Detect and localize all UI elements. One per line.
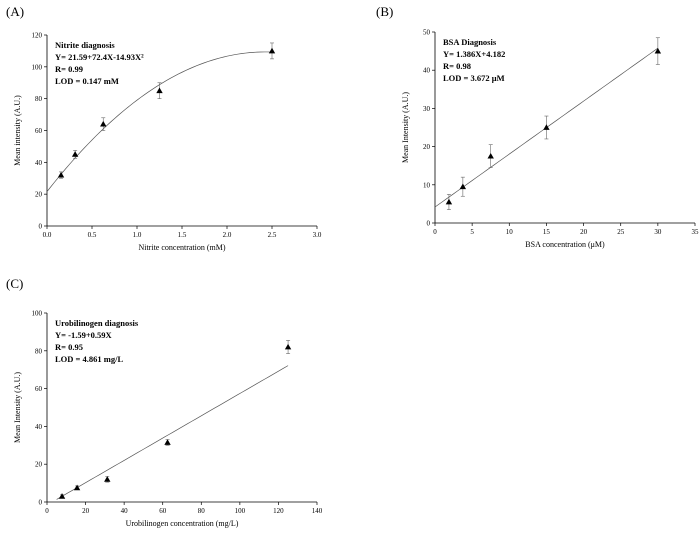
x-tick-label: 0.0	[43, 231, 52, 239]
x-tick-label: 20	[82, 507, 90, 515]
x-tick-label: 35	[692, 228, 700, 236]
x-tick-label: 0	[45, 507, 49, 515]
x-tick-label: 15	[543, 228, 551, 236]
y-tick-label: 80	[35, 95, 43, 103]
y-tick-label: 0	[39, 223, 43, 231]
y-tick-label: 100	[32, 63, 43, 71]
x-tick-label: 80	[198, 507, 206, 515]
x-tick-label: 0.5	[88, 231, 97, 239]
y-tick-label: 20	[423, 143, 431, 151]
annotation-line: Y= -1.59+0.59X	[55, 330, 113, 340]
x-tick-label: 3.0	[313, 231, 322, 239]
y-tick-label: 60	[35, 127, 43, 135]
annotation-line: Y= 1.386X+4.182	[443, 49, 505, 59]
panel-label: (B)	[376, 4, 393, 19]
data-point-triangle	[57, 171, 65, 178]
annotation-line: LOD = 0.147 mM	[55, 76, 119, 86]
y-tick-label: 40	[423, 67, 431, 75]
annotation-line: Y= 21.59+72.4X-14.93X²	[55, 52, 144, 62]
panel-a: (A) 0.0 0.5 1.0 1.5 2.0 2.5 3.0 0 20 40 60 80 100 120 N…	[6, 4, 322, 252]
data-point-triangle	[487, 152, 494, 159]
x-axis-label: Urobilinogen concentration (mg/L)	[126, 519, 239, 528]
x-tick-label: 25	[617, 228, 625, 236]
data-point-triangle	[654, 47, 662, 54]
data-point-triangle	[543, 124, 550, 130]
annotation-line: R= 0.98	[443, 61, 471, 71]
x-tick-label: 1.0	[133, 231, 142, 239]
x-tick-label: 140	[312, 507, 323, 515]
panel-c: (C) 0 20 40 60 80 100 120 140 0 20 40 60 80 100 Urobili…	[6, 276, 323, 528]
y-tick-label: 10	[423, 181, 431, 189]
data-point-triangle	[58, 493, 66, 499]
data-point-triangle	[284, 343, 292, 350]
x-tick-label: 40	[121, 507, 129, 515]
y-tick-label: 60	[35, 385, 43, 393]
y-axis-label: Mean Intensity (A.U.)	[13, 372, 22, 443]
annotation-line: R= 0.99	[55, 64, 83, 74]
y-axis-label: Mean Intensity (A.U.)	[401, 92, 410, 163]
y-tick-label: 40	[35, 423, 43, 431]
x-tick-label: 10	[506, 228, 514, 236]
annotation-line: LOD = 4.861 mg/L	[55, 354, 123, 364]
annotation-line: Urobilinogen diagnosis	[55, 318, 139, 328]
annotation-line: BSA Diagnosis	[443, 37, 497, 47]
data-point-triangle	[156, 87, 163, 94]
data-point-triangle	[104, 476, 111, 482]
x-tick-label: 120	[273, 507, 284, 515]
data-point-triangle	[71, 151, 79, 157]
y-tick-label: 0	[427, 220, 431, 228]
data-point-triangle	[100, 120, 107, 127]
x-tick-label: 60	[159, 507, 167, 515]
y-tick-label: 80	[35, 347, 43, 355]
x-axis-label: BSA concentration (μM)	[525, 240, 605, 249]
x-tick-label: 30	[654, 228, 662, 236]
data-point-triangle	[268, 47, 276, 54]
data-point-triangle	[459, 183, 467, 190]
y-tick-label: 20	[35, 461, 43, 469]
x-tick-label: 1.5	[178, 231, 187, 239]
x-tick-label: 20	[580, 228, 588, 236]
panel-label: (A)	[6, 4, 24, 19]
x-tick-label: 2.0	[223, 231, 232, 239]
data-point-triangle	[445, 198, 453, 205]
y-tick-label: 20	[35, 191, 43, 199]
annotation-line: R= 0.95	[55, 342, 83, 352]
annotation-line: Nitrite diagnosis	[55, 40, 115, 50]
x-axis-label: Nitrite concentration (mM)	[138, 243, 225, 252]
y-axis-label: Mean intensity (A.U.)	[13, 95, 22, 166]
panel-label: (C)	[6, 276, 23, 291]
x-tick-label: 2.5	[268, 231, 277, 239]
x-tick-label: 5	[470, 228, 474, 236]
x-tick-label: 100	[235, 507, 246, 515]
y-tick-label: 100	[32, 310, 43, 318]
fit-line	[56, 365, 289, 500]
data-point-triangle	[164, 439, 171, 445]
annotation-line: LOD = 3.672 μM	[443, 73, 505, 83]
data-point-triangle	[73, 484, 81, 491]
y-tick-label: 120	[32, 32, 43, 40]
y-tick-label: 40	[35, 159, 43, 167]
panel-b: (B) 0 5 10 15 20 25 30 35 0 10 20 30 40 50 BSA concentr…	[376, 4, 699, 249]
x-tick-label: 0	[433, 228, 437, 236]
y-tick-label: 30	[423, 105, 431, 113]
y-tick-label: 0	[39, 499, 43, 507]
y-tick-label: 50	[423, 29, 431, 37]
